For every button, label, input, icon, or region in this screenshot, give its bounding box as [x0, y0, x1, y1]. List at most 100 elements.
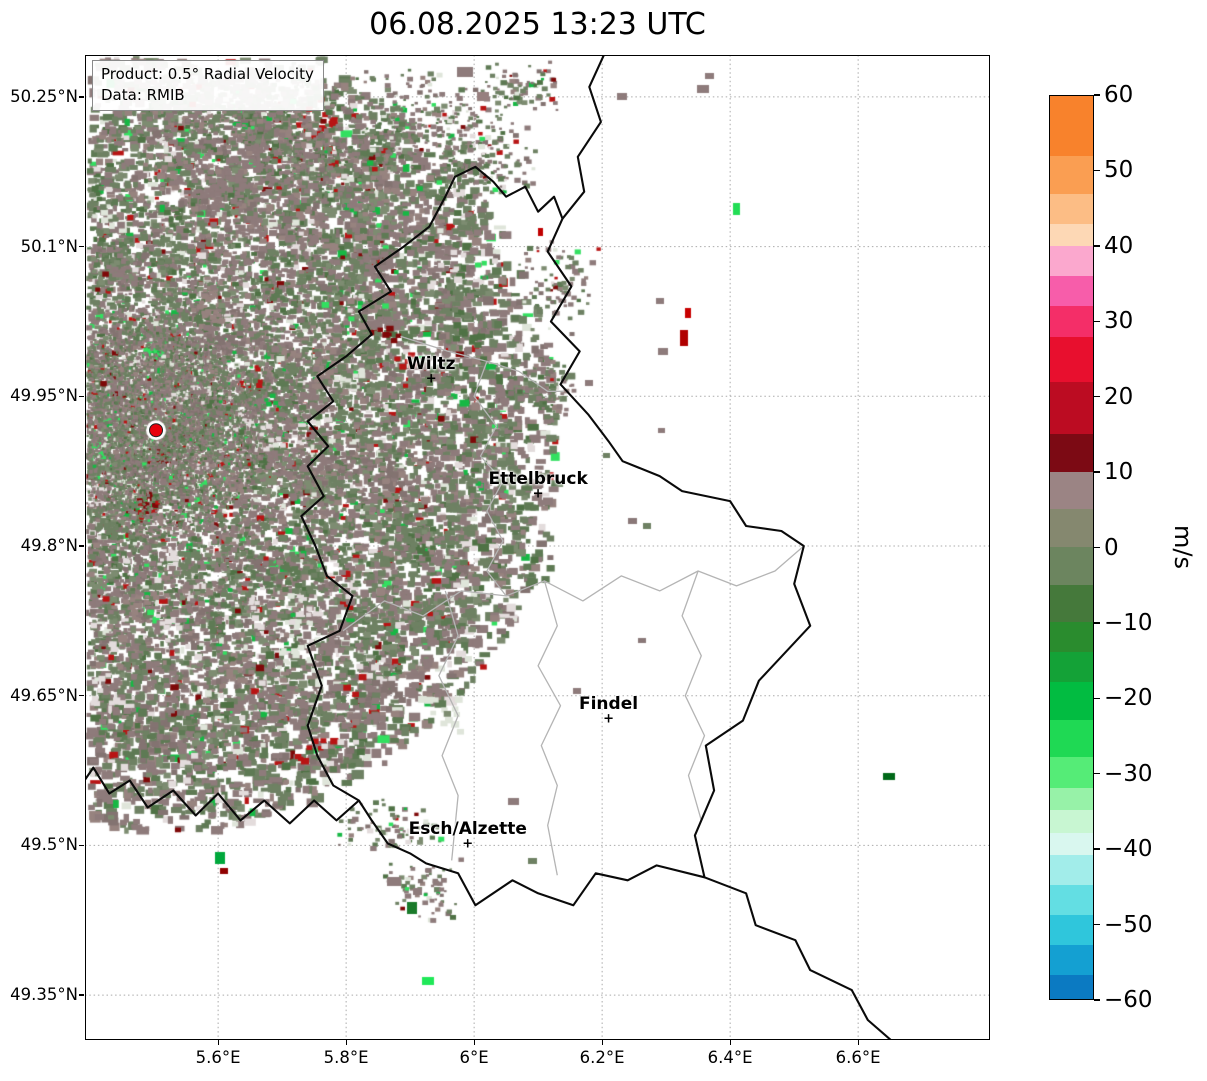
y-axis-tick	[79, 695, 84, 697]
colorbar-band	[1050, 471, 1093, 511]
y-axis-tick-label: 50.1°N	[20, 236, 78, 256]
colorbar-band	[1050, 96, 1093, 157]
x-axis-tick	[729, 1040, 731, 1045]
colorbar-tick-label: −60	[1104, 987, 1153, 1013]
colorbar-tick-label: 50	[1104, 157, 1134, 184]
colorbar-band	[1050, 682, 1093, 721]
colorbar-band	[1050, 246, 1093, 278]
city-marker: +	[462, 837, 474, 853]
district-border-line	[438, 590, 459, 861]
product-info-box: Product: 0.5° Radial Velocity Data: RMIB	[92, 60, 324, 112]
colorbar-tick-label: −30	[1104, 760, 1153, 787]
y-axis-tick	[79, 994, 84, 996]
colorbar-unit-label: m/s	[1169, 525, 1197, 569]
y-axis-tick	[79, 395, 84, 397]
x-axis-tick	[857, 1040, 859, 1045]
colorbar-band	[1050, 832, 1093, 856]
district-border-line	[400, 335, 564, 392]
colorbar-band	[1050, 915, 1093, 947]
colorbar-band	[1050, 855, 1093, 886]
city-label: Wiltz	[407, 354, 456, 375]
x-axis-tick-label: 6°E	[459, 1048, 489, 1067]
y-axis-tick-label: 49.8°N	[20, 536, 78, 555]
y-axis-tick	[79, 545, 84, 547]
x-axis-tick-label: 6.2°E	[579, 1048, 625, 1067]
colorbar-tick	[1094, 923, 1100, 926]
colorbar-band	[1050, 434, 1093, 473]
district-border-line	[342, 545, 805, 632]
y-axis-tick-label: 49.35°N	[10, 985, 78, 1005]
colorbar-band	[1050, 547, 1093, 586]
x-axis-tick-label: 6.6°E	[835, 1048, 881, 1067]
y-axis-tick	[79, 96, 84, 98]
colorbar-tick	[1094, 245, 1100, 247]
radar-echo-layer	[85, 55, 990, 1040]
colorbar-tick-label: 20	[1104, 383, 1134, 410]
colorbar-tick-label: −20	[1104, 685, 1153, 712]
map-plot-area: + Wiltz + Ettelbruck + Findel + Esch/Alzette Pr…	[85, 55, 990, 1040]
x-axis-tick	[345, 1040, 347, 1045]
colorbar-band	[1050, 757, 1093, 789]
city-label: Ettelbruck	[488, 469, 588, 490]
x-axis-tick-label: 5.8°E	[323, 1048, 369, 1067]
colorbar-band	[1050, 652, 1093, 683]
colorbar-tick-label: 60	[1104, 82, 1134, 108]
colorbar-band	[1050, 193, 1093, 225]
colorbar-tick	[1094, 320, 1100, 322]
colorbar-tick	[1094, 848, 1100, 850]
figure-title: 06.08.2025 13:23 UTC	[369, 7, 706, 42]
colorbar-tick	[1094, 94, 1100, 96]
district-border-line	[681, 570, 706, 821]
colorbar-band	[1050, 885, 1093, 917]
city-marker: +	[425, 372, 437, 388]
x-axis-tick	[473, 1040, 475, 1045]
colorbar-band	[1050, 719, 1093, 759]
district-border-line	[537, 580, 562, 876]
colorbar-tick	[1094, 395, 1100, 398]
country-border-line	[300, 165, 812, 907]
city-label: Findel	[578, 693, 639, 714]
y-axis-tick-label: 50.25°N	[10, 86, 78, 106]
x-axis-tick-label: 6.4°E	[707, 1048, 753, 1067]
x-axis-tick	[217, 1040, 219, 1045]
colorbar-tick	[1094, 546, 1100, 549]
colorbar-tick-label: −10	[1104, 609, 1153, 636]
borders-layer	[85, 55, 893, 1040]
colorbar	[1049, 95, 1094, 1000]
colorbar-band	[1050, 223, 1093, 248]
y-axis-tick-label: 49.5°N	[20, 835, 78, 855]
colorbar-tick-label: 10	[1104, 459, 1134, 486]
y-axis-tick	[79, 246, 84, 248]
colorbar-band	[1050, 584, 1093, 623]
colorbar-tick-label: 0	[1104, 534, 1119, 561]
colorbar-tick-label: 30	[1104, 308, 1134, 335]
colorbar-band	[1050, 787, 1093, 811]
colorbar-band	[1050, 622, 1093, 653]
colorbar-tick	[1094, 622, 1100, 624]
y-axis-tick-label: 49.95°N	[10, 386, 78, 406]
district-border-line	[473, 361, 507, 597]
colorbar-tick-label: −50	[1104, 911, 1153, 938]
product-label: Product: 0.5° Radial Velocity	[101, 65, 314, 83]
colorbar-band	[1050, 975, 1093, 999]
data-source-label: Data: RMIB	[101, 85, 185, 104]
colorbar-tick	[1094, 999, 1100, 1001]
colorbar-tick-label: −40	[1104, 836, 1153, 863]
colorbar-tick	[1094, 169, 1100, 172]
radar-site-marker	[149, 423, 164, 438]
colorbar-band	[1050, 156, 1093, 195]
x-axis-tick	[601, 1040, 603, 1045]
city-label: Esch/Alzette	[408, 819, 527, 840]
city-marker: +	[532, 486, 544, 502]
colorbar-tick	[1094, 773, 1100, 775]
country-border-line	[704, 876, 893, 1040]
colorbar-band	[1050, 509, 1093, 548]
country-border-line	[561, 55, 606, 220]
colorbar-band	[1050, 276, 1093, 308]
colorbar-tick	[1094, 471, 1100, 473]
colorbar-tick	[1094, 697, 1100, 700]
colorbar-band	[1050, 945, 1093, 977]
colorbar-band	[1050, 810, 1093, 834]
y-axis-tick-label: 49.65°N	[10, 685, 78, 705]
